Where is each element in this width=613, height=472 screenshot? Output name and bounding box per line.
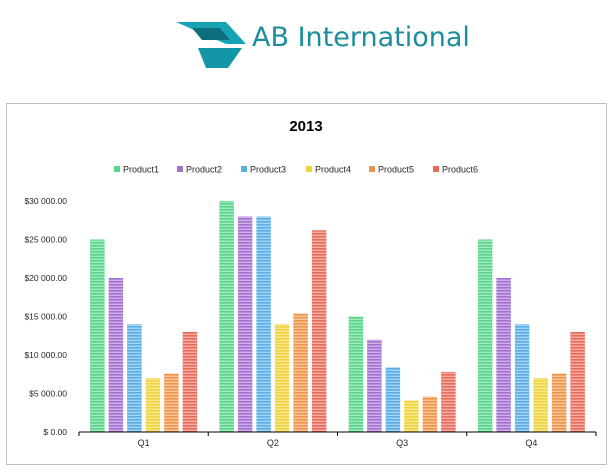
bars xyxy=(90,201,585,432)
legend-item-product2: Product2 xyxy=(177,165,222,175)
x-tick-label: Q4 xyxy=(525,438,537,448)
y-tick-label: $15 000.00 xyxy=(24,312,67,322)
bar-product3-q2 xyxy=(256,216,271,432)
logo-icon xyxy=(176,22,246,68)
legend-item-product1: Product1 xyxy=(114,165,159,175)
bar-product4-q1 xyxy=(145,378,161,432)
bar-product5-q4 xyxy=(551,373,567,432)
chart-frame: 2013 Product1 Product2 Product3 Product4 Pro… xyxy=(6,103,607,465)
legend-item-product5: Product5 xyxy=(369,165,414,175)
legend-swatch xyxy=(306,166,312,172)
legend-label: Product3 xyxy=(250,165,286,175)
y-axis: $ 0.00 $5 000.00 $10 000.00 $15 000.00 $20 0… xyxy=(24,196,67,437)
y-tick-label: $30 000.00 xyxy=(24,196,67,206)
legend-item-product3: Product3 xyxy=(241,165,286,175)
y-tick-label: $20 000.00 xyxy=(24,273,67,283)
legend-label: Product6 xyxy=(442,165,478,175)
bar-product6-q2 xyxy=(311,230,327,432)
bar-product2-q2 xyxy=(237,216,253,432)
x-tick-label: Q1 xyxy=(138,438,150,448)
bar-chart: 2013 Product1 Product2 Product3 Product4 Pro… xyxy=(24,118,597,448)
header: AB International xyxy=(0,0,613,100)
legend-label: Product1 xyxy=(123,165,159,175)
bar-product1-q4 xyxy=(477,239,493,432)
x-tick-label: Q3 xyxy=(396,438,408,448)
bar-product2-q4 xyxy=(496,278,511,432)
bar-product6-q1 xyxy=(182,331,198,432)
chart-title: 2013 xyxy=(289,118,322,135)
y-tick-label: $10 000.00 xyxy=(24,350,67,360)
bar-product1-q1 xyxy=(90,239,105,432)
legend-label: Product4 xyxy=(315,165,351,175)
legend-label: Product2 xyxy=(186,165,222,175)
bar-product5-q3 xyxy=(422,396,438,432)
legend-item-product6: Product6 xyxy=(433,165,478,175)
brand-name: AB International xyxy=(252,22,470,53)
bar-product3-q1 xyxy=(127,324,142,432)
bar-product6-q4 xyxy=(570,331,585,432)
legend-swatch xyxy=(433,166,439,172)
bar-product2-q1 xyxy=(108,278,124,432)
bar-product4-q2 xyxy=(274,324,290,432)
legend-swatch xyxy=(369,166,375,172)
legend-swatch xyxy=(241,166,247,172)
bar-product4-q4 xyxy=(533,378,548,432)
bar-product1-q2 xyxy=(219,201,234,432)
bar-product1-q3 xyxy=(348,316,364,432)
bar-product3-q4 xyxy=(514,324,530,432)
legend-item-product4: Product4 xyxy=(306,165,351,175)
bar-product5-q1 xyxy=(164,373,179,432)
bar-product5-q2 xyxy=(293,313,308,432)
bar-product6-q3 xyxy=(441,371,456,432)
legend: Product1 Product2 Product3 Product4 Product5… xyxy=(114,165,478,175)
bar-product2-q3 xyxy=(367,339,382,432)
bar-product3-q3 xyxy=(385,367,401,432)
y-tick-label: $25 000.00 xyxy=(24,235,67,245)
x-axis: Q1 Q2 Q3 Q4 xyxy=(78,431,597,448)
bar-product4-q3 xyxy=(404,400,419,432)
y-tick-label: $5 000.00 xyxy=(29,389,67,399)
x-tick-label: Q2 xyxy=(267,438,279,448)
y-tick-label: $ 0.00 xyxy=(43,427,67,437)
legend-label: Product5 xyxy=(378,165,414,175)
legend-swatch xyxy=(114,166,120,172)
legend-swatch xyxy=(177,166,183,172)
